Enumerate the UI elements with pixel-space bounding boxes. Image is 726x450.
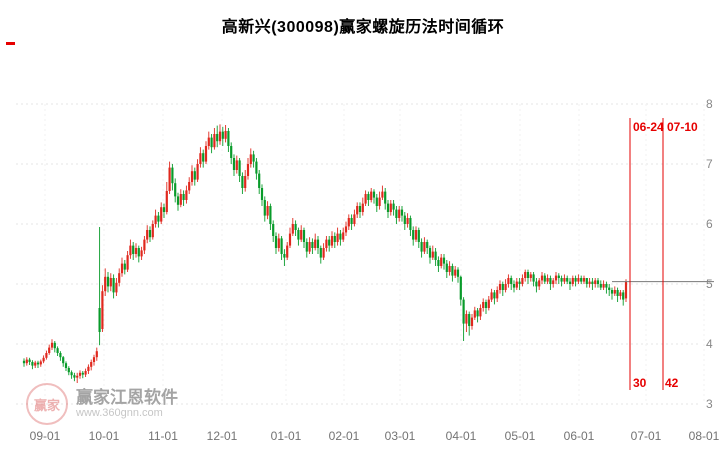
x-axis-label: 07-01 [630,429,662,443]
x-axis-label: 08-01 [688,429,720,443]
watermark-logo-icon: 赢家 [26,383,68,425]
x-axis-label: 12-01 [206,429,238,443]
watermark-name: 赢家江恩软件 [76,388,178,407]
cycle-count-label-1: 30 [633,376,647,390]
cycle-date-label-2: 07-10 [667,120,698,134]
x-axis-label: 03-01 [384,429,416,443]
watermark-text: 赢家江恩软件 www.360gnn.com [76,388,178,420]
x-axis-label: 04-01 [445,429,477,443]
x-axis-label: 10-01 [88,429,120,443]
watermark: 赢家 赢家江恩软件 www.360gnn.com [26,383,178,425]
watermark-url: www.360gnn.com [76,407,163,419]
y-axis-label: 3 [706,397,713,411]
cycle-date-label-1: 06-24 [633,120,664,134]
x-axis-label: 01-01 [270,429,302,443]
x-axis-label: 05-01 [504,429,536,443]
x-axis-label: 06-01 [563,429,595,443]
chart-title: 高新兴(300098)赢家螺旋历法时间循环 [221,19,505,36]
y-axis-label: 7 [706,157,713,171]
y-axis-label: 5 [706,277,713,291]
cycle-count-label-2: 42 [665,376,679,390]
y-axis-label: 6 [706,217,713,231]
y-axis-label: 8 [706,97,713,111]
x-axis-label: 09-01 [29,429,61,443]
y-axis-label: 4 [706,337,713,351]
x-axis-label: 11-01 [148,429,178,443]
red-tick-mark [6,42,15,45]
watermark-logo-text: 赢家 [33,397,60,413]
x-axis-label: 02-01 [328,429,360,443]
